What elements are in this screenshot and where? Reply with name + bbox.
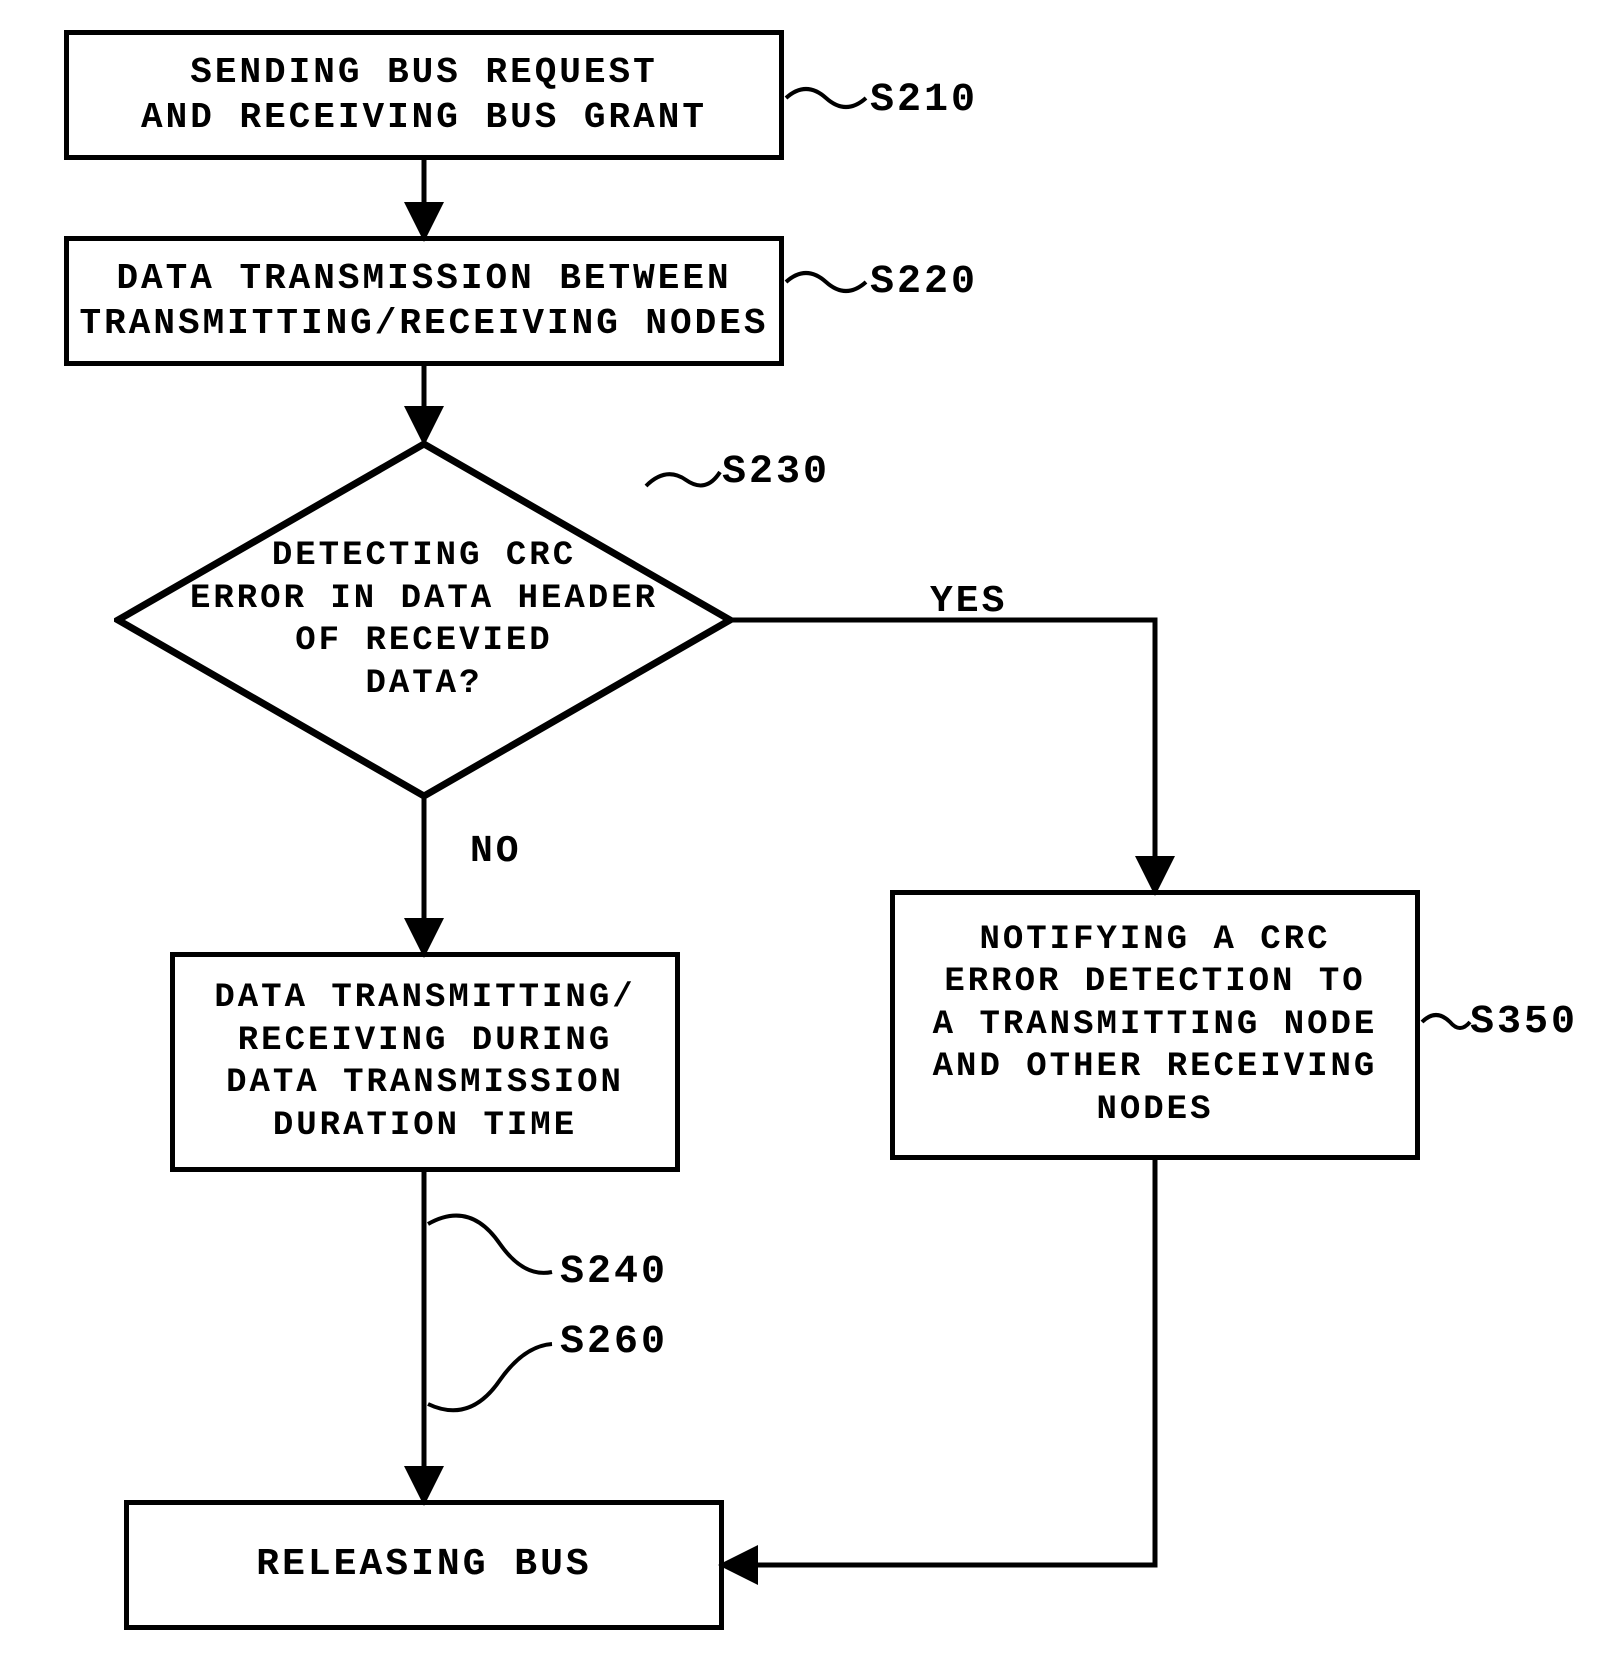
edge-label-yes: YES [930, 580, 1007, 623]
node-s210: SENDING BUS REQUESTAND RECEIVING BUS GRA… [64, 30, 784, 160]
node-text: NOTIFYING A CRCERROR DETECTION TOA TRANS… [933, 919, 1378, 1132]
node-text: SENDING BUS REQUESTAND RECEIVING BUS GRA… [141, 50, 707, 140]
node-s240: DATA TRANSMITTING/RECEIVING DURINGDATA T… [170, 952, 680, 1172]
edge-label-no: NO [470, 830, 522, 873]
flowchart-canvas: SENDING BUS REQUESTAND RECEIVING BUS GRA… [0, 0, 1604, 1676]
node-text: DETECTING CRCERROR IN DATA HEADEROF RECE… [114, 440, 734, 800]
node-s220: DATA TRANSMISSION BETWEENTRANSMITTING/RE… [64, 236, 784, 366]
node-text: DATA TRANSMITTING/RECEIVING DURINGDATA T… [214, 977, 635, 1147]
label-s230: S230 [722, 450, 830, 495]
node-text: RELEASING BUS [256, 1541, 591, 1589]
node-text: DATA TRANSMISSION BETWEENTRANSMITTING/RE… [80, 256, 769, 346]
node-s260: RELEASING BUS [124, 1500, 724, 1630]
node-s230: DETECTING CRCERROR IN DATA HEADEROF RECE… [114, 440, 734, 800]
edge-label-s240: S240 [560, 1250, 668, 1295]
label-s210: S210 [870, 78, 978, 123]
node-s350: NOTIFYING A CRCERROR DETECTION TOA TRANS… [890, 890, 1420, 1160]
label-s350: S350 [1470, 1000, 1578, 1045]
edge-label-s260: S260 [560, 1320, 668, 1365]
label-s220: S220 [870, 260, 978, 305]
